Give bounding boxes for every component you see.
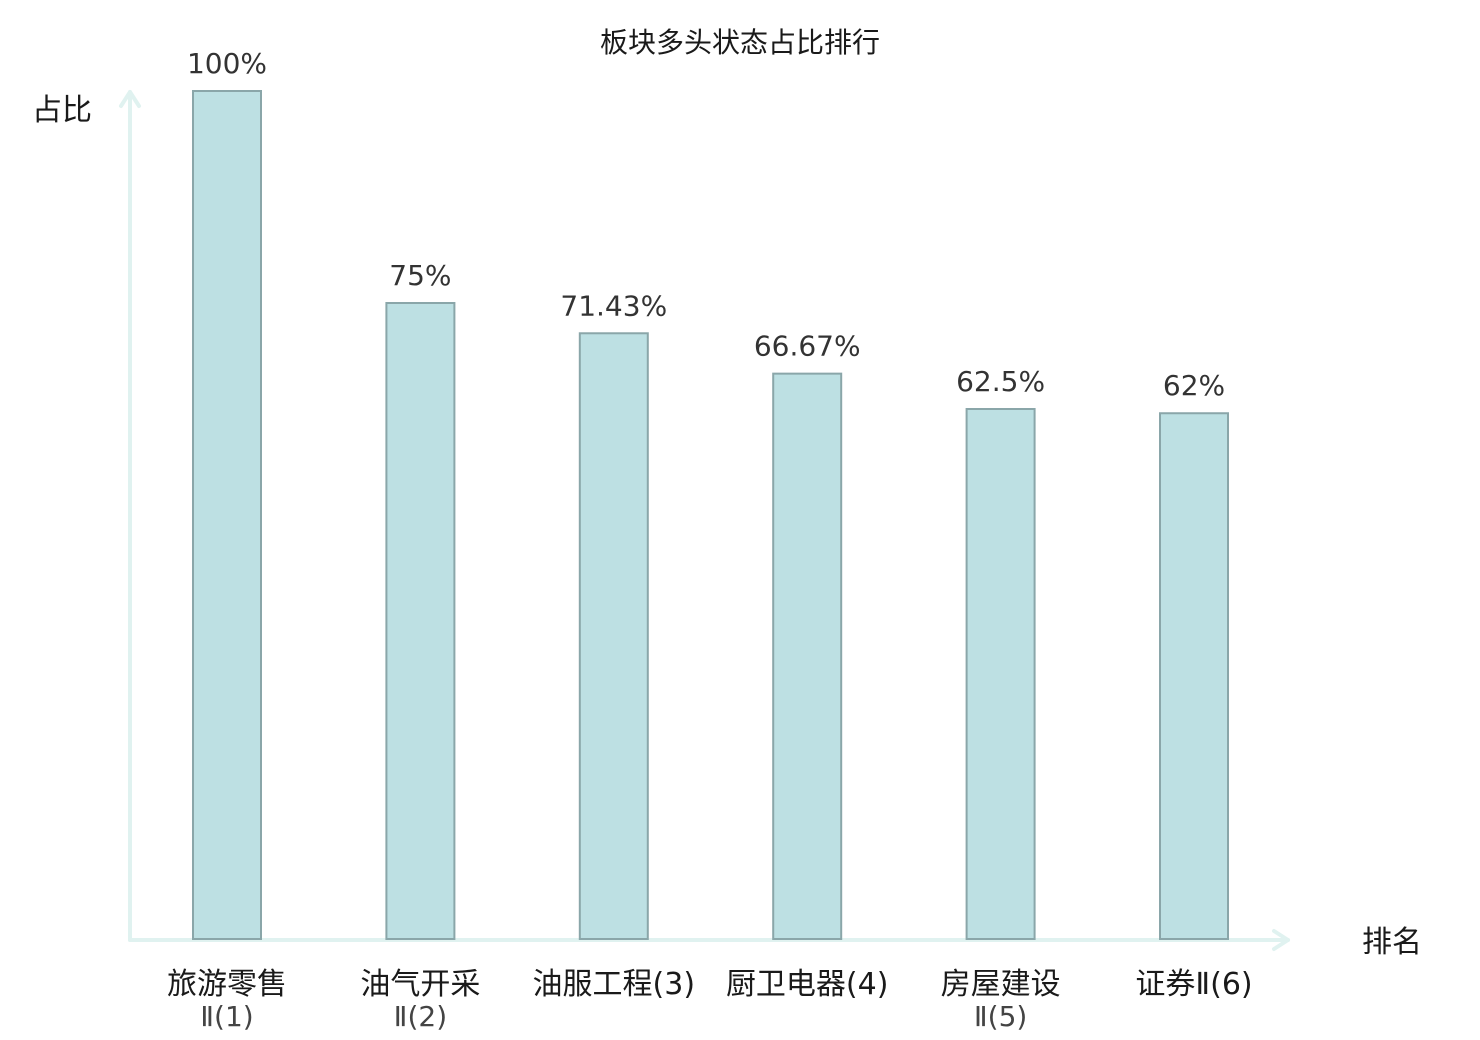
value-label-1: 100% <box>187 47 267 80</box>
category-sublabel-1: Ⅱ(1) <box>200 1000 253 1033</box>
x-axis-label: 排名 <box>1362 925 1422 960</box>
category-label-2: 油气开采 <box>360 967 480 1002</box>
y-axis-label: 占比 <box>32 93 92 128</box>
bar-4 <box>772 372 843 940</box>
axes <box>119 90 1290 951</box>
category-label-3: 油服工程(3) <box>533 967 696 1002</box>
value-label-4: 66.67% <box>754 330 861 363</box>
bar-3 <box>578 332 649 940</box>
category-label-4: 厨卫电器(4) <box>726 967 889 1002</box>
category-sublabel-5: Ⅱ(5) <box>974 1000 1027 1033</box>
value-label-5: 62.5% <box>956 365 1045 398</box>
value-labels-group: 100% 75% 71.43% 66.67% 62.5% 62% <box>187 47 1225 402</box>
bars-group <box>192 90 1229 940</box>
value-label-2: 75% <box>389 259 451 292</box>
value-label-6: 62% <box>1163 369 1225 402</box>
value-label-3: 71.43% <box>560 289 667 322</box>
x-axis-arrow <box>1272 929 1290 951</box>
bar-6 <box>1159 412 1229 940</box>
bar-5 <box>965 408 1036 940</box>
bar-2 <box>385 302 456 940</box>
y-axis-arrow <box>119 90 141 108</box>
bar-1 <box>192 90 262 940</box>
category-label-1: 旅游零售 <box>167 967 287 1002</box>
category-label-5: 房屋建设 <box>941 967 1061 1002</box>
category-label-6: 证券Ⅱ(6) <box>1135 967 1252 1002</box>
chart-title: 板块多头状态占比排行 <box>600 26 880 59</box>
category-sublabel-2: Ⅱ(2) <box>394 1000 447 1033</box>
